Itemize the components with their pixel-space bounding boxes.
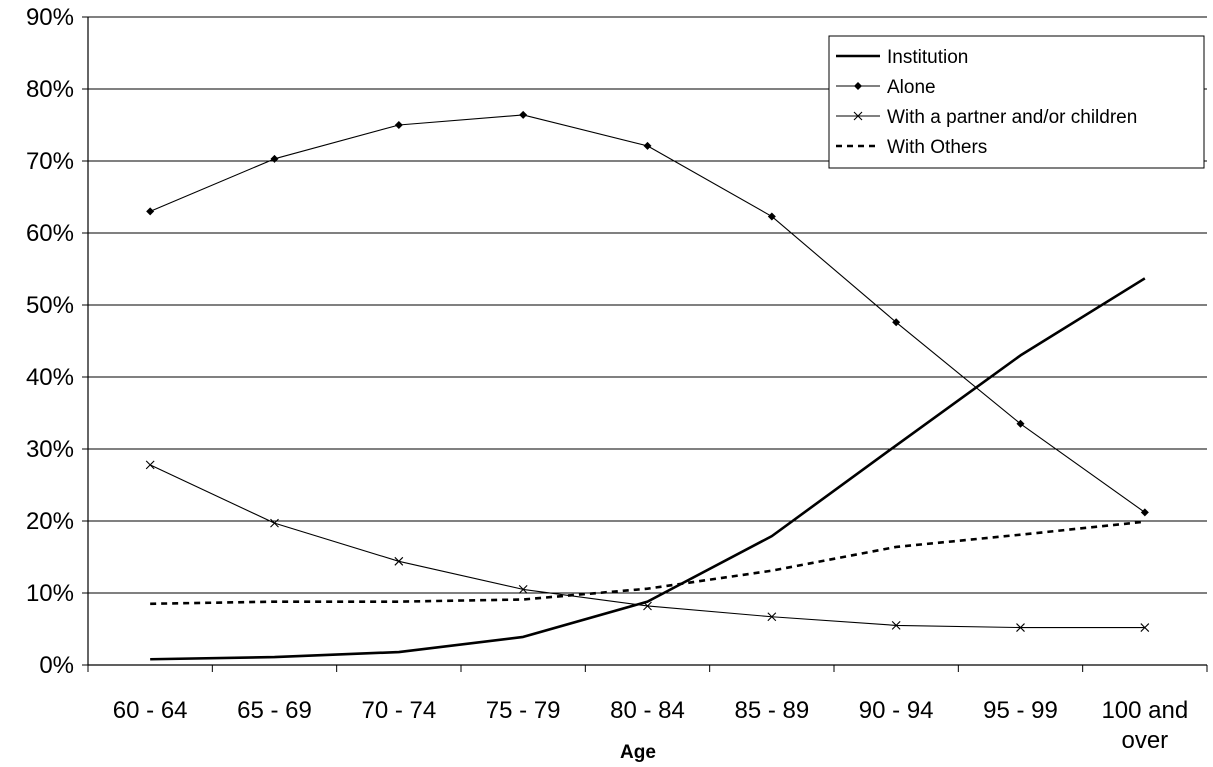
- x-marker: [270, 518, 279, 528]
- x-marker-stroke: [270, 518, 279, 528]
- diamond-marker: [270, 154, 279, 163]
- x-marker: [767, 612, 777, 622]
- y-tick-label: 20%: [26, 508, 74, 535]
- x-marker: [394, 556, 404, 566]
- x-tick-label-line: 100 and: [1101, 697, 1188, 724]
- y-tick-label: 40%: [26, 364, 74, 391]
- diamond-marker: [1016, 419, 1025, 428]
- x-marker: [1140, 623, 1150, 632]
- x-marker: [891, 621, 901, 630]
- x-axis-title: Age: [620, 742, 656, 763]
- axes: [87, 17, 1207, 666]
- y-tick-label: 90%: [26, 4, 74, 31]
- x-marker-stroke: [1016, 623, 1025, 632]
- diamond-marker: [892, 318, 901, 327]
- y-tick-label: 10%: [26, 580, 74, 607]
- series-layer: [145, 110, 1150, 661]
- x-marker-stroke: [767, 612, 777, 622]
- series-line: [150, 277, 1146, 661]
- x-marker: [518, 585, 528, 594]
- x-marker: [853, 111, 863, 121]
- x-tick-label: 80 - 84: [610, 697, 685, 724]
- x-tick-label-line: over: [1121, 727, 1168, 754]
- legend: Institution Alone With a partner and/or ch…: [828, 35, 1205, 169]
- y-tick-label: 30%: [26, 436, 74, 463]
- x-tick-label: 95 - 99: [983, 697, 1058, 724]
- diamond-marker: [394, 121, 403, 129]
- series-line: [149, 464, 1145, 629]
- legend-item: With Others: [836, 137, 987, 158]
- diamond-marker: [1140, 508, 1149, 517]
- legend-label: Alone: [887, 77, 936, 98]
- y-tick-label: 60%: [26, 220, 74, 247]
- diamond-marker: [854, 82, 862, 90]
- x-marker-stroke: [394, 556, 404, 566]
- x-tick-label: 75 - 79: [486, 697, 561, 724]
- series-alone: [146, 110, 1149, 517]
- x-marker-stroke: [853, 111, 863, 121]
- legend-item: Institution: [836, 47, 968, 68]
- x-marker-stroke: [145, 460, 155, 470]
- x-tick-label: 85 - 89: [734, 697, 809, 724]
- y-tick-label: 70%: [26, 148, 74, 175]
- x-marker: [1016, 623, 1025, 632]
- x-axis-ticks: 60 - 64 65 - 69 70 - 74 75 - 79 80 - 84 85 - …: [87, 665, 1208, 754]
- series-institution: [150, 277, 1146, 661]
- y-tick-label: 0%: [39, 652, 74, 679]
- legend-item: With a partner and/or children: [836, 107, 1137, 128]
- y-axis-ticks: 0% 10% 20% 30% 40% 50% 60% 70% 80% 90%: [26, 4, 88, 679]
- x-tick-label: 65 - 69: [237, 697, 312, 724]
- x-marker-stroke: [643, 601, 652, 611]
- legend-label: With Others: [887, 137, 987, 158]
- diamond-marker: [146, 207, 155, 216]
- x-marker: [145, 460, 155, 470]
- y-tick-label: 50%: [26, 292, 74, 319]
- x-marker-stroke: [1140, 623, 1150, 632]
- x-marker-stroke: [891, 621, 901, 630]
- diamond-marker: [519, 110, 528, 119]
- series-with-others: [150, 520, 1145, 606]
- legend-label: With a partner and/or children: [887, 107, 1137, 128]
- series-line: [150, 520, 1145, 606]
- series-line: [149, 114, 1146, 513]
- x-tick-label: 60 - 64: [113, 697, 188, 724]
- x-marker: [643, 601, 652, 611]
- x-tick-label: 90 - 94: [859, 697, 934, 724]
- legend-item: Alone: [836, 77, 936, 98]
- y-tick-label: 80%: [26, 76, 74, 103]
- legend-box: [828, 35, 1205, 169]
- diamond-marker: [643, 141, 652, 150]
- series-with-a-partner-and-or-children: [145, 460, 1150, 632]
- x-tick-label: 70 - 74: [361, 697, 436, 724]
- diamond-marker: [767, 212, 776, 221]
- x-marker-stroke: [518, 585, 528, 594]
- legend-label: Institution: [887, 47, 968, 68]
- x-tick-label: 100 and over: [1101, 697, 1188, 754]
